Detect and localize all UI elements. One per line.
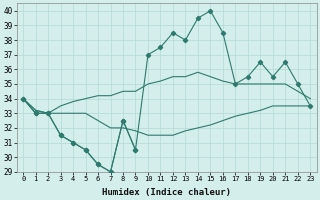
X-axis label: Humidex (Indice chaleur): Humidex (Indice chaleur) <box>102 188 231 197</box>
